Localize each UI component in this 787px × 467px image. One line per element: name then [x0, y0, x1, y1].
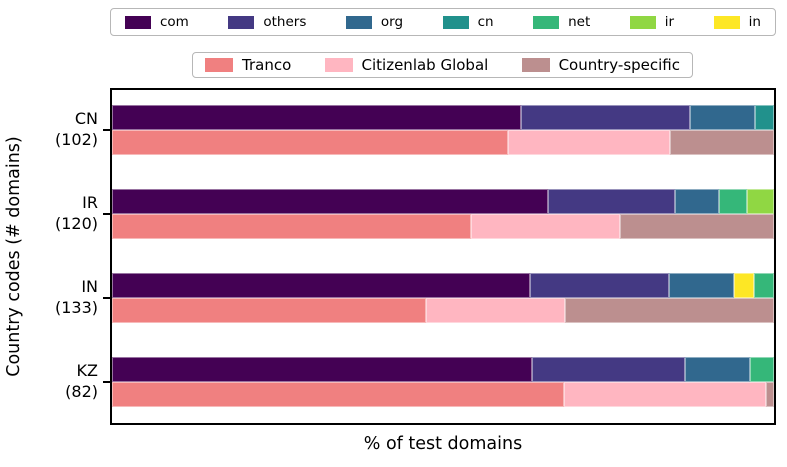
- legend-item-others: others: [228, 14, 306, 30]
- bar-segment-com: [112, 105, 522, 130]
- legend-label: others: [263, 14, 307, 30]
- legend-item-country-specific: Country-specific: [521, 56, 680, 74]
- bar-segment-others: [547, 189, 675, 214]
- bar-segment-net: [754, 273, 774, 298]
- bar-segment-com: [112, 357, 532, 382]
- tld-swatch-icon: [629, 15, 656, 29]
- legend-item-org: org: [345, 14, 404, 30]
- bar-segment-country-specific: [565, 298, 774, 323]
- tld-bar-ir: [112, 189, 774, 214]
- bar-group-kz: [112, 357, 774, 407]
- bar-group-ir: [112, 189, 774, 239]
- source-swatch-icon: [324, 58, 353, 72]
- legend-label: cn: [477, 14, 494, 30]
- source-swatch-icon: [521, 58, 550, 72]
- bar-segment-citizenlab-global: [470, 214, 620, 239]
- y-tick-label-ir: IR (120): [54, 193, 98, 233]
- bar-segment-country-specific: [766, 382, 774, 407]
- plot-area: [110, 88, 776, 425]
- legend-item-com: com: [125, 14, 189, 30]
- bar-segment-net: [719, 189, 747, 214]
- bar-group-cn: [112, 105, 774, 155]
- bar-segment-org: [669, 273, 735, 298]
- legend-item-ir: ir: [629, 14, 675, 30]
- bar-segment-ir: [746, 189, 774, 214]
- legend-label: Tranco: [242, 56, 292, 74]
- y-tick-label-kz: KZ (82): [65, 361, 98, 401]
- bar-segment-tranco: [112, 130, 508, 155]
- tld-swatch-icon: [345, 15, 372, 29]
- legend-label: org: [380, 14, 404, 30]
- tld-bar-kz: [112, 357, 774, 382]
- y-tick-mark: [103, 129, 110, 131]
- legend-item-cn: cn: [442, 14, 494, 30]
- tld-swatch-icon: [533, 15, 560, 29]
- bar-segment-others: [521, 105, 690, 130]
- legend-label: Citizenlab Global: [361, 56, 489, 74]
- bar-segment-others: [530, 273, 670, 298]
- tld-swatch-icon: [228, 15, 255, 29]
- bar-group-in: [112, 273, 774, 323]
- bar-segment-tranco: [112, 298, 426, 323]
- bar-segment-citizenlab-global: [564, 382, 767, 407]
- y-tick-mark: [103, 297, 110, 299]
- source-bar-kz: [112, 382, 774, 407]
- y-tick-mark: [103, 213, 110, 215]
- y-tick-mark: [103, 381, 110, 383]
- y-tick-label-cn: CN (102): [54, 109, 98, 149]
- y-tick-label-in: IN (133): [54, 277, 98, 317]
- legend-label: com: [160, 14, 189, 30]
- legend-item-citizenlab-global: Citizenlab Global: [324, 56, 489, 74]
- legend-item-net: net: [533, 14, 590, 30]
- bar-segment-citizenlab-global: [425, 298, 566, 323]
- tld-bar-cn: [112, 105, 774, 130]
- bar-segment-net: [750, 357, 774, 382]
- legend-label: Country-specific: [558, 56, 680, 74]
- bar-segment-tranco: [112, 214, 471, 239]
- legend-label: net: [568, 14, 591, 30]
- bar-segment-tranco: [112, 382, 565, 407]
- legend-item-tranco: Tranco: [205, 56, 291, 74]
- bar-segment-cn: [754, 105, 774, 130]
- bar-segment-org: [685, 357, 751, 382]
- legend-label: ir: [664, 14, 675, 30]
- source-swatch-icon: [205, 58, 233, 72]
- source-bar-cn: [112, 130, 774, 155]
- source-bar-ir: [112, 214, 774, 239]
- bar-segment-in: [734, 273, 755, 298]
- tld-swatch-icon: [442, 15, 469, 29]
- bar-segment-com: [112, 189, 548, 214]
- bar-segment-citizenlab-global: [507, 130, 671, 155]
- tld-swatch-icon: [125, 15, 151, 29]
- tld-legend: com others org cn net ir in: [110, 8, 776, 36]
- source-legend: Tranco Citizenlab Global Country-specific: [192, 52, 693, 78]
- bar-segment-com: [112, 273, 531, 298]
- bar-segment-country-specific: [670, 130, 774, 155]
- x-axis-label: % of test domains: [363, 434, 523, 454]
- bar-segment-org: [674, 189, 720, 214]
- tld-bar-in: [112, 273, 774, 298]
- tld-swatch-icon: [713, 15, 740, 29]
- legend-item-in: in: [713, 14, 761, 30]
- bar-segment-org: [689, 105, 755, 130]
- source-bar-in: [112, 298, 774, 323]
- bar-segment-others: [531, 357, 686, 382]
- bar-segment-country-specific: [619, 214, 774, 239]
- legend-label: in: [748, 14, 761, 30]
